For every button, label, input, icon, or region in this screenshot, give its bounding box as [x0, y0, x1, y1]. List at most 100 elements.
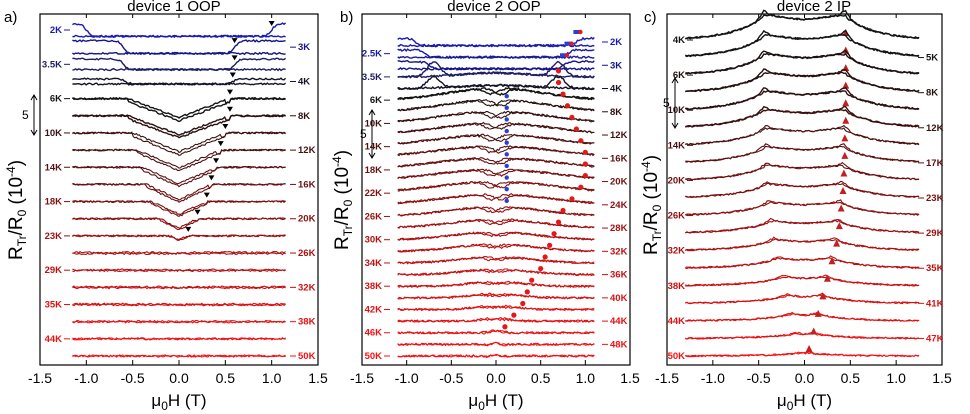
- trace-label: 24K: [610, 200, 628, 211]
- x-tick-label: 1.5: [932, 370, 952, 386]
- trace-label: 35K: [45, 300, 63, 311]
- trace-10K-down: [72, 131, 286, 157]
- trace-label: 38K: [298, 317, 316, 328]
- peak-marker: [555, 68, 562, 74]
- series-38K: 38K: [668, 274, 920, 292]
- trace-8K-up: [685, 68, 920, 93]
- trace-10K-up: [72, 131, 286, 154]
- series-32K: 32K: [397, 242, 628, 257]
- series-8K: 8K: [685, 68, 938, 99]
- trace-label: 46K: [365, 328, 383, 339]
- switching-marker: [185, 226, 192, 232]
- trace-label: 4K: [610, 84, 622, 95]
- peak-marker: [814, 309, 822, 317]
- trace-label: 6K: [370, 95, 382, 106]
- peak-marker: [538, 265, 544, 272]
- x-axis-label: μ0H (T): [777, 391, 832, 413]
- peak-marker: [502, 324, 508, 330]
- trace-50K-up: [685, 351, 920, 358]
- trace-label: 2K: [50, 25, 62, 36]
- x-tick-label: 0.5: [841, 370, 861, 386]
- scale-bar-arrow: [671, 77, 679, 84]
- trace-16K-up: [72, 182, 286, 201]
- peak-marker-blue: [504, 152, 509, 157]
- series-38K: 38K: [365, 277, 595, 292]
- trace-6K-up: [685, 49, 920, 75]
- peak-marker: [524, 289, 530, 295]
- series-50K: 50K: [365, 351, 595, 362]
- trace-41K-up: [685, 292, 920, 305]
- trace-4K-down: [72, 77, 286, 86]
- series-40K: 40K: [397, 289, 628, 304]
- peak-marker: [578, 184, 584, 190]
- peak-marker: [520, 300, 526, 307]
- trace-46K-up: [397, 329, 595, 335]
- series-44K: 44K: [668, 309, 920, 327]
- x-tick-label: 1.0: [262, 370, 282, 386]
- x-tick-label: 0.0: [795, 370, 815, 386]
- trace-label: 3K: [610, 60, 622, 71]
- switching-marker: [268, 21, 275, 26]
- trace-42K-up: [397, 304, 595, 312]
- trace-18K-up: [397, 157, 595, 168]
- trace-label: 22K: [365, 188, 383, 199]
- peak-marker: [529, 277, 535, 283]
- switching-marker: [194, 209, 201, 215]
- trace-label: 47K: [926, 333, 944, 344]
- panel-title: device 2 IP: [777, 0, 851, 15]
- trace-40K-up: [397, 292, 595, 300]
- trace-label: 14K: [668, 140, 686, 151]
- trace-label: 8K: [610, 107, 622, 118]
- peak-marker: [573, 126, 580, 132]
- trace-32K-down: [397, 243, 595, 253]
- x-tick-label: 1.0: [886, 370, 906, 386]
- peak-marker: [837, 204, 845, 212]
- series-26K: 26K: [72, 248, 316, 259]
- trace-label: 18K: [45, 197, 63, 208]
- peak-marker: [810, 327, 818, 335]
- trace-38K-up: [72, 319, 286, 324]
- series-35K: 35K: [45, 300, 286, 311]
- series-48K: 48K: [397, 339, 628, 350]
- trace-label: 26K: [668, 211, 686, 222]
- panel-letter: c): [644, 9, 657, 26]
- trace-label: 42K: [365, 304, 383, 315]
- peak-marker-blue: [564, 41, 571, 46]
- series-6K: 6K: [370, 86, 595, 106]
- peak-marker-blue: [504, 175, 509, 180]
- series-38K: 38K: [72, 317, 316, 328]
- switching-marker: [213, 158, 220, 164]
- x-tick-label: 1.5: [620, 370, 640, 386]
- trace-32K-up: [72, 285, 286, 290]
- peak-marker-blue: [504, 163, 509, 169]
- x-tick-label: -1.0: [74, 370, 98, 386]
- series-18K: 18K: [365, 156, 595, 176]
- y-axis-label: RTr/R0 (10-4): [4, 160, 29, 260]
- trace-38K-up: [397, 280, 595, 289]
- peak-marker: [564, 103, 571, 109]
- series-3.5K: 3.5K: [362, 60, 595, 83]
- trace-32K-up: [397, 243, 595, 253]
- x-tick-label: 1.0: [576, 370, 596, 386]
- series-22K: 22K: [365, 180, 595, 199]
- peak-marker: [569, 41, 574, 46]
- series-35K: 35K: [685, 255, 944, 274]
- trace-20K-up: [72, 217, 286, 229]
- panel-3: device 2 IP c) -1.5 -1.0 -0.5 0.0 0.5 1.0 1.5 μ0H…: [639, 0, 952, 413]
- trace-label: 3.5K: [42, 59, 62, 70]
- peak-marker: [839, 187, 847, 194]
- trace-4K-up: [72, 77, 287, 86]
- trace-label: 32K: [298, 282, 316, 293]
- peak-marker: [835, 222, 843, 230]
- trace-label: 3.5K: [362, 72, 382, 83]
- peak-marker-blue: [504, 93, 509, 99]
- trace-label: 32K: [610, 246, 628, 257]
- switching-marker: [217, 141, 224, 147]
- x-tick-label: -0.5: [439, 370, 463, 386]
- series-17K: 17K: [685, 143, 944, 169]
- trace-label: 4K: [673, 35, 685, 46]
- trace-22K-up: [397, 180, 595, 192]
- trace-29K-up: [685, 219, 920, 234]
- series-46K: 46K: [365, 324, 595, 339]
